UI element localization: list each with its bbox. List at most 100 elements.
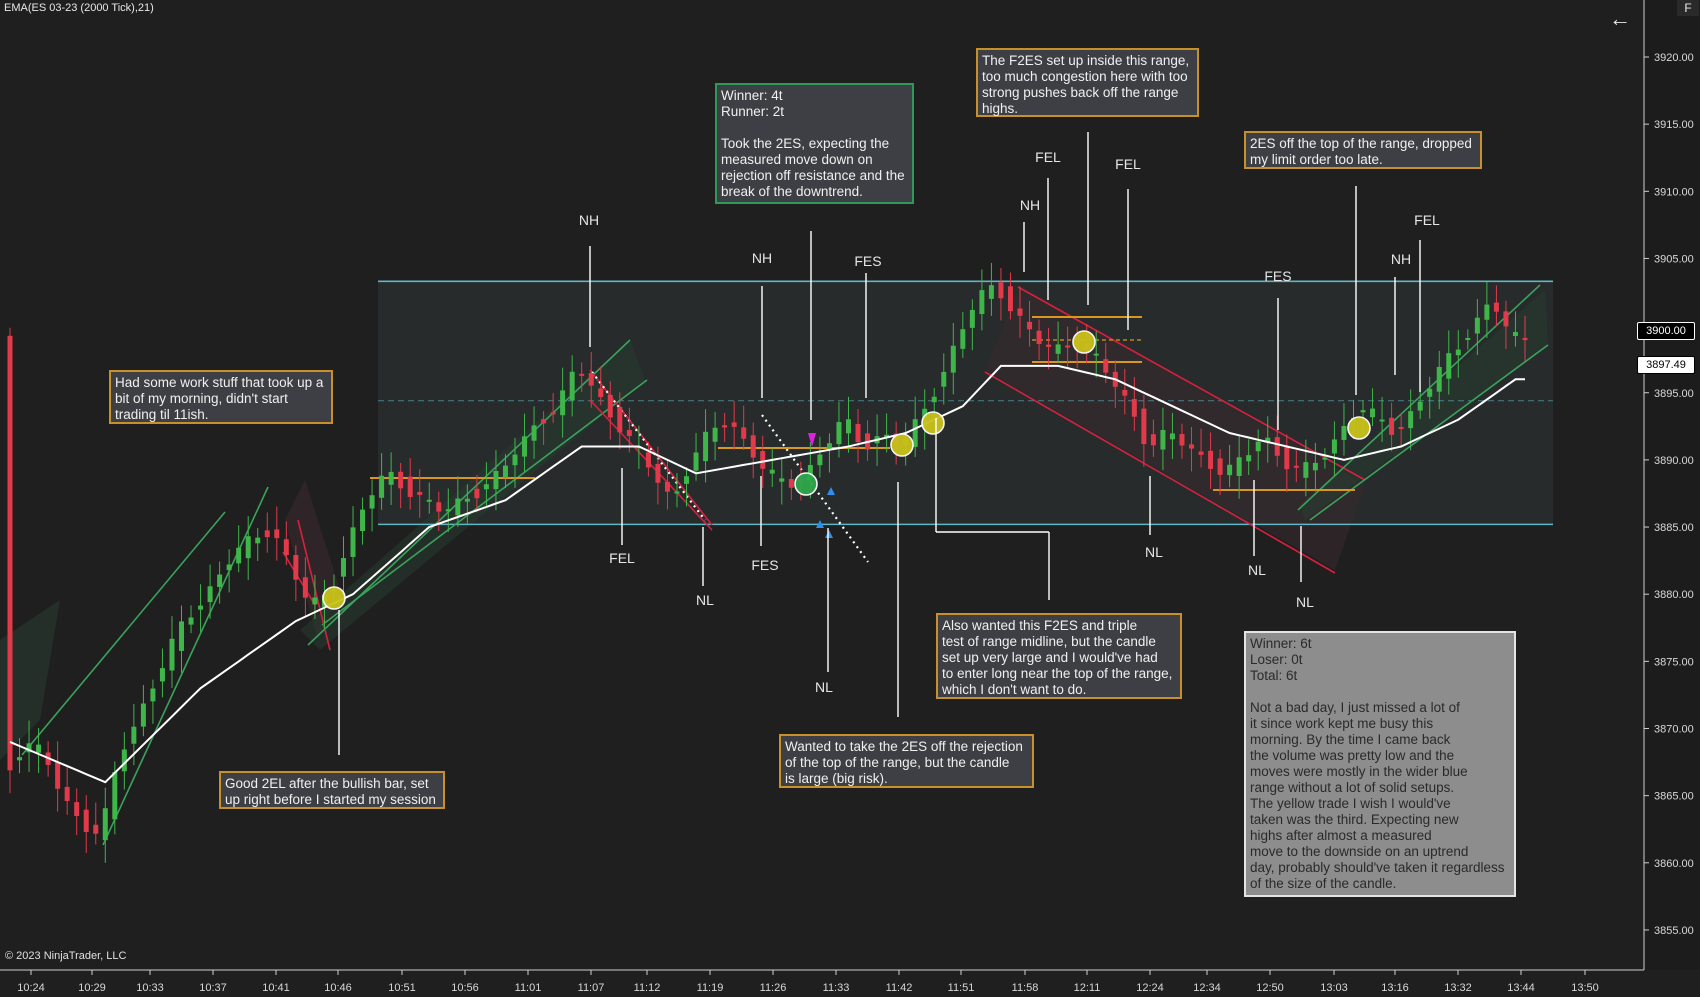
bull-candle [26, 743, 32, 753]
bull-candle [464, 498, 470, 502]
bull-candle [1379, 419, 1385, 422]
bull-candle [1512, 332, 1518, 336]
bull-candle [1417, 401, 1423, 411]
swing-label-nl: NL [1296, 594, 1314, 610]
bull-candle [1331, 439, 1337, 454]
bull-candle [255, 537, 261, 544]
back-arrow-icon[interactable]: ← [1609, 6, 1631, 31]
swing-label-fes: FES [854, 253, 881, 269]
x-tick-label: 10:51 [388, 982, 416, 994]
bear-candle [788, 479, 794, 488]
bear-candle [436, 502, 442, 512]
bull-candle [969, 309, 975, 328]
bear-candle [664, 481, 670, 492]
bear-candle [1141, 408, 1147, 445]
bear-candle [1131, 398, 1137, 417]
bull-candle [483, 484, 489, 490]
ema-line-path [9, 364, 1525, 784]
x-tick-label: 11:19 [697, 982, 724, 994]
x-tick-label: 12:24 [1136, 982, 1164, 994]
note-day-summary: Winner: 6t Loser: 0t Total: 6t Not a bad… [1244, 631, 1516, 897]
bull-candle [17, 757, 23, 761]
magenta-arrow-icon [808, 433, 816, 447]
bull-candle [1227, 464, 1233, 476]
bull-candle [674, 491, 680, 494]
swing-label-nl: NL [815, 679, 833, 695]
bull-candle [388, 471, 394, 485]
bull-candle [1093, 353, 1099, 356]
bear-candle [1389, 417, 1395, 435]
bull-candle [179, 621, 185, 651]
bull-candle [912, 419, 918, 447]
bear-candle [264, 530, 270, 538]
bear-candle [598, 388, 604, 398]
bull-candle [1436, 366, 1442, 392]
note-off-top: 2ES off the top of the range, dropped my… [1244, 131, 1482, 169]
bull-candle [1427, 388, 1433, 397]
indicator-title: EMA(ES 03-23 (2000 Tick),21) [4, 2, 154, 14]
bull-candle [1160, 429, 1166, 450]
trade-marker-circle [890, 433, 914, 457]
bull-candle [188, 617, 194, 625]
bull-candle [455, 498, 461, 516]
x-tick-label: 10:56 [451, 982, 479, 994]
x-tick-label: 11:58 [1012, 982, 1039, 994]
trade-marker-circle [322, 586, 346, 610]
swing-label-fel: FEL [1414, 212, 1440, 228]
y-tick-label: 3895.00 [1654, 388, 1694, 400]
y-tick-label: 3860.00 [1654, 858, 1694, 870]
bear-candle [1208, 450, 1214, 469]
bull-candle [169, 638, 175, 671]
y-tick-label: 3875.00 [1654, 656, 1694, 668]
range-lines [378, 280, 1553, 526]
bear-candle [645, 452, 651, 468]
bear-candle [1284, 447, 1290, 470]
swing-label-nl: NL [1145, 544, 1163, 560]
y-tick-label: 3880.00 [1654, 589, 1694, 601]
bull-candle [1341, 426, 1347, 441]
y-tick-label: 3890.00 [1654, 455, 1694, 467]
time-axis-ticks: 10:24 10:29 10:33 10:37 10:41 10:46 10:51 10:56… [17, 970, 1599, 994]
bull-candle [312, 597, 318, 605]
x-tick-label: 10:24 [17, 982, 45, 994]
bear-candle [550, 412, 556, 415]
bull-candle [1465, 338, 1471, 341]
x-tick-label: 12:50 [1256, 982, 1284, 994]
y-tick-label: 3920.00 [1654, 52, 1694, 64]
swing-label-nh: NH [579, 212, 599, 228]
trade-marker-circle [794, 472, 818, 496]
bull-candle [226, 564, 232, 571]
bull-candle [1055, 344, 1061, 354]
bull-candle [360, 509, 366, 532]
bull-candle [340, 558, 346, 577]
bear-candle [1150, 434, 1156, 446]
blue-arrow-icon [816, 520, 824, 528]
copyright-text: © 2023 NinjaTrader, LLC [5, 950, 127, 962]
bear-candle [1293, 465, 1299, 468]
price-axis-panel[interactable] [1644, 0, 1700, 970]
bear-candle [74, 802, 80, 817]
y-tick-label: 3915.00 [1654, 119, 1694, 131]
corner-f-button[interactable]: F [1677, 0, 1699, 16]
bear-candle [1046, 344, 1052, 347]
bear-candle [1198, 451, 1204, 455]
swing-label-nh: NH [752, 250, 772, 266]
x-tick-label: 11:01 [515, 982, 542, 994]
bull-candle [1303, 462, 1309, 478]
bull-candle [988, 285, 994, 299]
bear-candle [1217, 458, 1223, 475]
bull-candle [140, 703, 146, 727]
red-channel-line [1017, 286, 1366, 481]
bear-candle [722, 425, 728, 428]
x-tick-label: 13:44 [1507, 982, 1535, 994]
bear-candle [55, 762, 61, 789]
bull-candle [1255, 441, 1261, 452]
y-tick-label: 3905.00 [1654, 253, 1694, 265]
bull-candle [979, 290, 985, 315]
red-channel-line [282, 551, 316, 606]
x-tick-label: 10:41 [262, 982, 290, 994]
bear-candle [417, 491, 423, 495]
x-tick-label: 12:34 [1193, 982, 1221, 994]
bull-candle [1322, 457, 1328, 460]
